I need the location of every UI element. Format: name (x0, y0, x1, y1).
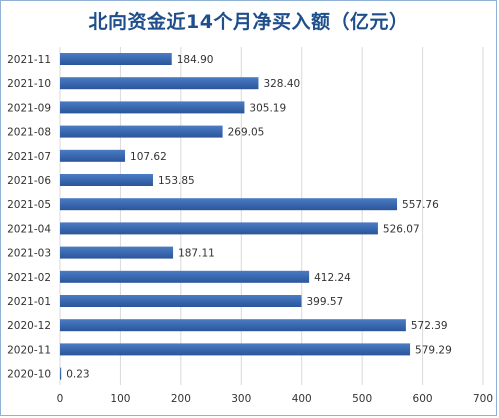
x-tick-label: 600 (413, 393, 433, 405)
value-label: 526.07 (383, 223, 420, 235)
bar-2021-11 (60, 53, 172, 65)
category-label: 2021-10 (7, 78, 51, 90)
value-label: 107.62 (130, 151, 167, 163)
value-label: 579.29 (415, 344, 452, 356)
category-label: 2021-03 (7, 248, 51, 260)
bar-2021-02 (60, 270, 310, 283)
value-label: 572.39 (411, 320, 448, 332)
bar-2021-06 (60, 174, 153, 186)
bar-2020-10 (60, 367, 62, 380)
x-tick-label: 700 (473, 393, 493, 405)
value-label: 557.76 (402, 199, 439, 211)
x-tick-label: 100 (110, 393, 130, 405)
bar-2021-04 (60, 222, 378, 235)
category-label: 2021-09 (7, 102, 51, 114)
category-label: 2021-02 (7, 272, 51, 284)
bar-2021-09 (60, 101, 245, 114)
bar-2020-12 (60, 319, 406, 332)
bar-2021-08 (60, 125, 223, 138)
value-label: 269.05 (228, 127, 265, 139)
category-label: 2021-07 (7, 151, 51, 163)
value-label: 305.19 (249, 102, 286, 114)
x-tick-label: 500 (352, 393, 372, 405)
category-label: 2021-04 (7, 223, 51, 235)
x-tick-label: 400 (292, 393, 312, 405)
category-label: 2021-05 (7, 199, 51, 211)
category-label: 2021-06 (7, 175, 51, 187)
category-label: 2021-01 (7, 296, 51, 308)
value-label: 0.23 (66, 369, 89, 381)
x-tick-label: 300 (231, 393, 251, 405)
bar-2020-11 (60, 343, 411, 356)
bar-2021-05 (60, 198, 398, 211)
value-label: 184.90 (177, 54, 214, 66)
value-label: 153.85 (158, 175, 195, 187)
bar-2021-10 (60, 77, 259, 90)
value-label: 412.24 (314, 272, 351, 284)
chart-title: 北向资金近14个月净买入额（亿元） (88, 11, 409, 33)
category-labels: 2021-11 2021-10 2021-09 2021-08 2021-07 2021-… (7, 54, 51, 381)
x-tick-label: 200 (171, 393, 191, 405)
bars (60, 53, 411, 380)
category-label: 2020-10 (7, 369, 51, 381)
value-label: 328.40 (263, 78, 300, 90)
x-tick-labels: 0 100 200 300 400 500 600 700 (57, 393, 493, 405)
category-label: 2020-12 (7, 320, 51, 332)
value-label: 399.57 (306, 296, 343, 308)
bar-2021-03 (60, 246, 174, 259)
category-label: 2021-08 (7, 127, 51, 139)
bar-2021-07 (60, 149, 126, 162)
value-label: 187.11 (178, 248, 215, 260)
x-tick-label: 0 (57, 393, 64, 405)
category-label: 2020-11 (7, 344, 51, 356)
grid-lines (59, 47, 484, 385)
bar-2021-01 (60, 295, 302, 307)
value-labels: 184.90 328.40 305.19 269.05 107.62 153.85 557.… (66, 54, 452, 381)
category-label: 2021-11 (7, 54, 51, 66)
